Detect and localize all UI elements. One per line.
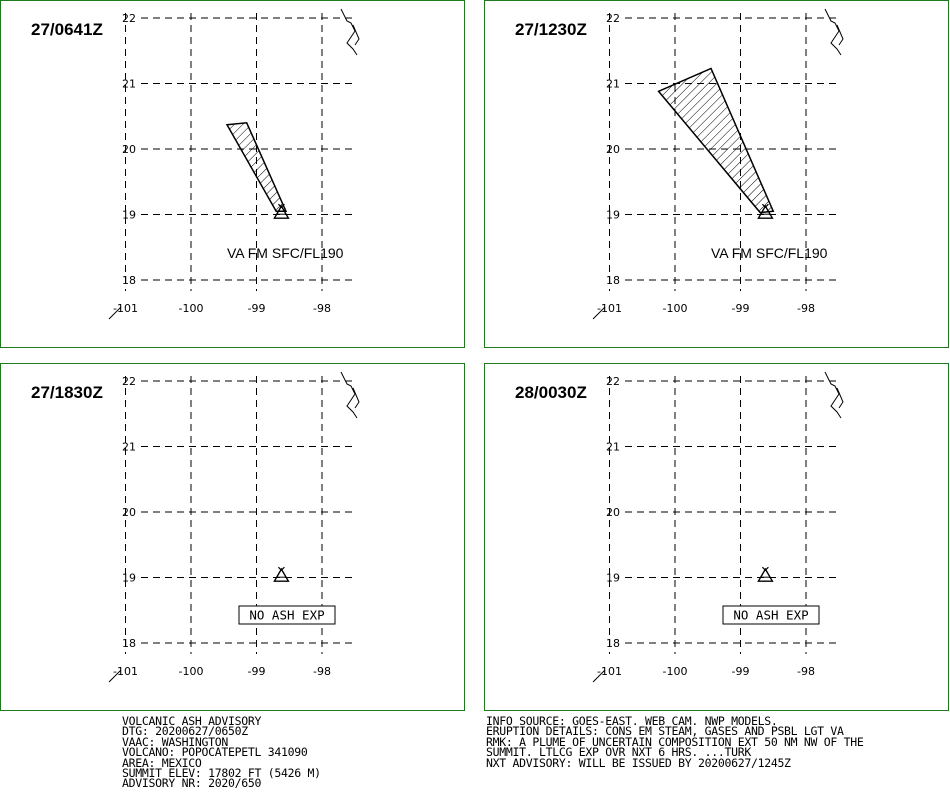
map-svg-p1: 22 21 20 19 18 -101 -100 -99 -98 27/0641Z VA FM SF… [31,8,360,320]
advisory-right-block: INFO SOURCE: GOES-EAST. WEB CAM. NWP MOD… [486,714,864,770]
lon-tick-label: -101 [113,665,138,678]
ash-plume-polygon [657,67,775,214]
lon-tick-label: -101 [597,665,622,678]
lat-tick-label: 21 [606,441,620,454]
map-svg-p4: 22 21 20 19 18 -101 -100 -99 -98 28/0030Z NO ASH E… [515,371,844,683]
map-svg-p3: 22 21 20 19 18 -101 -100 -99 -98 27/1830Z NO ASH E… [31,371,360,683]
lon-tick-label: -99 [248,665,266,678]
forecast-time-label: 27/1830Z [31,383,103,402]
lat-tick-label: 19 [122,572,136,585]
coastline-east [824,371,842,419]
lat-tick-label: 22 [606,375,620,388]
panel-27-1830z: 22 21 20 19 18 -101 -100 -99 -98 27/1830Z NO ASH E… [0,363,465,711]
lat-tick-label: 20 [122,506,136,519]
no-ash-box [238,605,336,625]
lon-tick-label: -100 [179,665,204,678]
lat-tick-label: 22 [606,12,620,25]
map-svg-p2: 22 21 20 19 18 -101 -100 -99 -98 27/1230Z VA FM SF… [515,8,844,320]
advisory-area: AREA: MEXICO [122,755,202,770]
lat-tick-label: 19 [606,572,620,585]
lat-tick-label: 18 [122,637,136,650]
advisory-summit-elev: SUMMIT ELEV: 17802 FT (5426 M) [122,766,321,781]
advisory-eruption-details: ERUPTION DETAILS: CONS EM STEAM, GASES A… [486,724,844,739]
lon-tick-label: -99 [732,665,750,678]
no-ash-label: NO ASH EXP [733,608,808,623]
coastline-east-detail [836,24,844,46]
lat-tick-label: 20 [606,143,620,156]
lat-tick-label: 18 [122,274,136,287]
coastline-east-detail [352,24,360,46]
advisory-dtg: DTG: 20200627/0650Z [122,724,248,739]
panel-27-0641z: 22 21 20 19 18 -101 -100 -99 -98 27/0641Z VA FM SF… [0,0,465,348]
coastline-east [824,8,842,56]
lon-tick-label: -100 [179,302,204,315]
coastline-west [108,669,122,683]
panel-28-0030z: 22 21 20 19 18 -101 -100 -99 -98 28/0030Z NO ASH E… [484,363,949,711]
lat-tick-label: 18 [606,274,620,287]
advisory-number: ADVISORY NR: 2020/650 [122,776,262,791]
coastline-west [592,669,606,683]
lat-tick-label: 21 [606,78,620,91]
lat-tick-label: 22 [122,12,136,25]
volcano-icon [757,566,774,582]
coastline-west [592,306,606,320]
lat-tick-label: 21 [122,441,136,454]
coastline-east [340,371,358,419]
va-level-label: VA FM SFC/FL190 [227,245,344,261]
lon-tick-label: -98 [313,665,331,678]
lon-tick-label: -100 [663,665,688,678]
volcano-icon [273,566,290,582]
forecast-time-label: 28/0030Z [515,383,587,402]
advisory-remark-line-1: RMK: A PLUME OF UNCERTAIN COMPOSITION EX… [486,734,864,749]
lat-tick-label: 20 [606,506,620,519]
lon-tick-label: -98 [797,302,815,315]
advisory-left-block: VOLCANIC ASH ADVISORY DTG: 20200627/0650… [122,714,321,791]
lat-tick-label: 22 [122,375,136,388]
lon-tick-label: -100 [663,302,688,315]
ash-plume-polygon [225,121,288,212]
advisory-next-advisory: NXT ADVISORY: WILL BE ISSUED BY 20200627… [486,755,791,770]
advisory-vaac: VAAC: WASHINGTON [122,734,228,749]
advisory-volcano: VOLCANO: POPOCATEPETL 341090 [122,745,308,760]
lon-tick-label: -98 [797,665,815,678]
lat-tick-label: 20 [122,143,136,156]
advisory-info-source: INFO SOURCE: GOES-EAST. WEB CAM. NWP MOD… [486,714,778,728]
lon-tick-label: -99 [248,302,266,315]
volcano-icon [273,203,290,219]
forecast-time-label: 27/1230Z [515,20,587,39]
lon-tick-label: -101 [597,302,622,315]
no-ash-box [722,605,820,625]
lon-tick-label: -99 [732,302,750,315]
coastline-east-detail [352,387,360,409]
lat-tick-label: 21 [122,78,136,91]
va-level-label: VA FM SFC/FL190 [711,245,828,261]
advisory-remark-line-2: SUMMIT. LTLCG EXP OVR NXT 6 HRS. ...TURK [486,745,751,760]
volcano-icon [757,203,774,219]
panel-27-1230z: 22 21 20 19 18 -101 -100 -99 -98 27/1230Z VA FM SF… [484,0,949,348]
lon-tick-label: -101 [113,302,138,315]
advisory-title: VOLCANIC ASH ADVISORY [122,714,262,728]
lat-tick-label: 19 [606,209,620,222]
lat-tick-label: 19 [122,209,136,222]
lat-tick-label: 18 [606,637,620,650]
coastline-east-detail [836,387,844,409]
coastline-east [340,8,358,56]
forecast-time-label: 27/0641Z [31,20,103,39]
no-ash-label: NO ASH EXP [249,608,324,623]
lon-tick-label: -98 [313,302,331,315]
coastline-west [108,306,122,320]
